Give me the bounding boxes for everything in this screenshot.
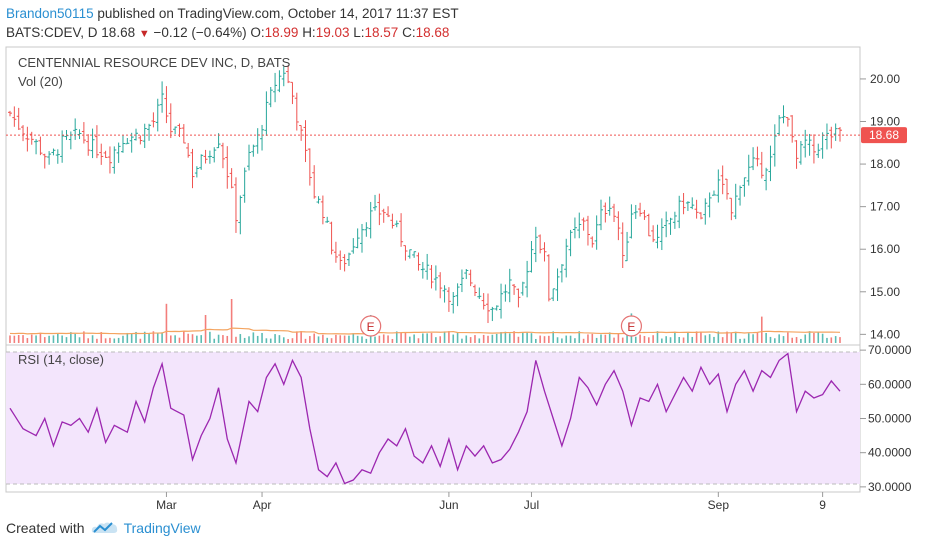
price-tick-label: 15.00 — [870, 285, 900, 299]
chart-overlays: 18.68 E E — [6, 127, 907, 337]
author-link[interactable]: Brandon50115 — [6, 6, 94, 21]
open-value: 18.99 — [264, 25, 299, 40]
high-value: 19.03 — [315, 25, 350, 40]
price-tick-label: 14.00 — [870, 327, 900, 341]
price-tick-label: 17.00 — [870, 200, 900, 214]
rsi-line — [9, 352, 841, 485]
open-label: O: — [250, 25, 265, 40]
earnings-marker-icon[interactable] — [360, 315, 382, 337]
rsi-tick-label: 60.0000 — [868, 377, 912, 391]
down-triangle-icon: ▼ — [138, 28, 150, 40]
ohlc-bars — [8, 65, 842, 324]
time-tick-label: Jul — [524, 498, 539, 512]
time-tick-label: Jun — [439, 498, 458, 512]
price-tick-label: 20.00 — [870, 72, 900, 86]
last-value: 18.68 — [101, 25, 136, 40]
earnings-marker-label: E — [367, 320, 375, 334]
high-label: H: — [302, 25, 316, 40]
price-tick-label: 18.00 — [870, 157, 900, 171]
axes: 20.00 19.00 18.00 17.00 16.00 15.00 14.00 70.00… — [156, 72, 912, 512]
rsi-band — [6, 352, 860, 484]
last-price-label: 18.68 — [869, 128, 899, 142]
chart-title: CENTENNIAL RESOURCE DEV INC, D, BATS — [18, 55, 291, 70]
price-tick-label: 16.00 — [870, 242, 900, 256]
publish-line: Brandon50115 published on TradingView.co… — [6, 4, 926, 23]
cloud-icon — [91, 522, 117, 533]
time-tick-label: Mar — [156, 498, 177, 512]
close-value: 18.68 — [415, 25, 450, 40]
time-tick-label: Sep — [708, 498, 730, 512]
last-price-badge — [861, 127, 907, 144]
footer: Created with TradingView — [6, 520, 201, 536]
tradingview-logo[interactable]: TradingView — [91, 520, 201, 536]
rsi-tick-label: 30.0000 — [868, 480, 912, 494]
symbol-text: BATS:CDEV, D — [6, 25, 98, 40]
published-text: published on TradingView.com, October 14… — [93, 6, 459, 21]
tradingview-brand-text: TradingView — [123, 520, 201, 536]
rsi-title: RSI (14, close) — [18, 352, 104, 367]
created-with-text: Created with — [6, 520, 85, 536]
rsi-tick-label: 40.0000 — [868, 446, 912, 460]
rsi-pane — [9, 352, 841, 485]
volume-label: Vol (20) — [18, 74, 63, 89]
price-tick-label: 19.00 — [870, 115, 900, 129]
ohlc-line: BATS:CDEV, D 18.68 ▼ −0.12 (−0.64%) O:18… — [6, 23, 926, 44]
low-label: L: — [353, 25, 365, 40]
earnings-marker-icon[interactable] — [620, 315, 643, 337]
rsi-tick-label: 70.0000 — [868, 343, 912, 357]
time-tick-label: 9 — [819, 498, 826, 512]
rsi-tick-label: 50.0000 — [868, 412, 912, 426]
volume-ma-line — [9, 327, 841, 335]
change-value: −0.12 (−0.64%) — [153, 25, 247, 40]
volume-bars — [9, 299, 841, 343]
chart-header: Brandon50115 published on TradingView.co… — [6, 4, 926, 44]
time-tick-label: Apr — [253, 498, 272, 512]
close-label: C: — [402, 25, 416, 40]
earnings-marker-label: E — [627, 320, 635, 334]
low-value: 18.57 — [364, 25, 399, 40]
